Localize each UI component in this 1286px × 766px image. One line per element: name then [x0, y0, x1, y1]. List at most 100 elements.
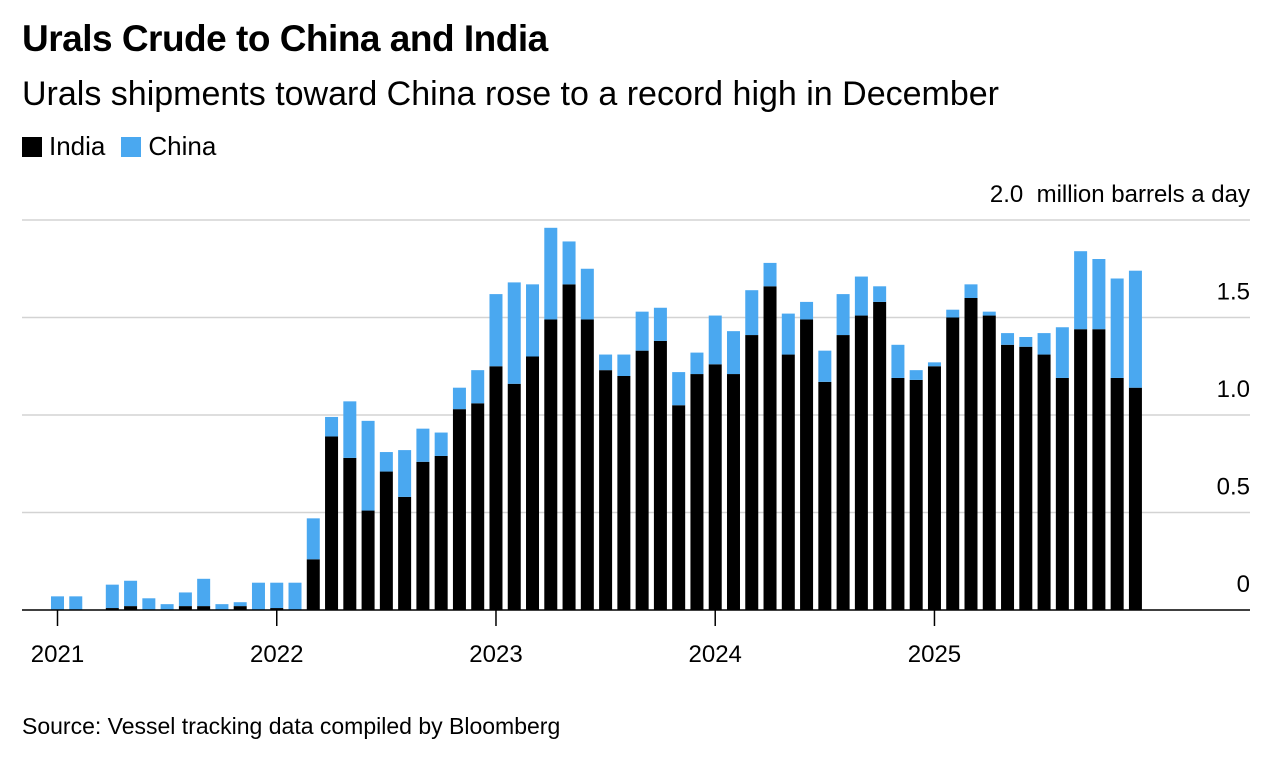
bar-china-2021-08 — [178, 592, 192, 607]
bar-india-2024-07 — [818, 381, 832, 610]
bar-india-2022-12 — [471, 403, 485, 610]
bar-china-2022-03 — [306, 518, 320, 560]
bar-china-2024-05 — [781, 313, 795, 355]
bar-china-2025-09 — [1074, 251, 1088, 330]
bar-china-2025-12 — [1128, 270, 1142, 388]
bar-india-2024-05 — [781, 354, 795, 610]
bar-china-2024-02 — [726, 331, 740, 375]
bar-china-2024-01 — [708, 315, 722, 365]
bar-india-2022-09 — [416, 461, 430, 610]
legend-item-india: India — [22, 131, 105, 162]
bar-china-2024-07 — [818, 350, 832, 382]
bar-china-2022-08 — [398, 450, 412, 497]
bar-india-2023-11 — [672, 405, 686, 610]
bar-india-2024-02 — [726, 374, 740, 610]
x-tick-label: 2021 — [31, 641, 84, 668]
bar-china-2025-10 — [1092, 259, 1106, 330]
x-axis-labels: 2021 2022 2023 2024 2025 — [31, 610, 961, 668]
x-tick-label: 2022 — [250, 641, 303, 668]
bar-india-2022-04 — [325, 436, 339, 610]
bar-china-2022-12 — [471, 370, 485, 404]
bar-india-2023-01 — [489, 366, 503, 610]
bar-india-2025-06 — [1019, 346, 1033, 610]
bar-china-2021-11 — [233, 602, 247, 607]
bar-china-2022-05 — [343, 401, 357, 458]
bar-india-2025-03 — [964, 298, 978, 610]
legend-label-china: China — [148, 131, 217, 161]
bar-china-2024-04 — [763, 262, 777, 287]
legend-swatch-india — [22, 136, 42, 157]
bar-china-2025-03 — [964, 284, 978, 298]
bar-india-2023-07 — [599, 370, 613, 610]
bar-india-2022-07 — [379, 471, 393, 610]
bar-china-2022-09 — [416, 428, 430, 462]
bar-china-2021-12 — [251, 582, 265, 610]
bar-china-2024-09 — [854, 276, 868, 316]
bar-china-2021-01 — [51, 596, 64, 610]
bar-india-2022-11 — [452, 409, 466, 610]
y-axis-labels: 0 0.5 1.0 1.5 2.0 million barrels a day — [990, 181, 1250, 598]
bar-india-2025-02 — [946, 317, 960, 610]
bar-india-2025-07 — [1037, 354, 1051, 610]
bar-china-2023-01 — [489, 294, 503, 367]
bar-india-2024-09 — [854, 315, 868, 610]
bar-india-2022-08 — [398, 496, 412, 610]
bar-india-2025-09 — [1074, 329, 1088, 610]
bar-group — [51, 227, 1142, 610]
bar-india-2024-01 — [708, 364, 722, 610]
bar-india-2023-10 — [653, 340, 667, 610]
bar-china-2022-01 — [270, 582, 284, 609]
bar-india-2025-11 — [1110, 377, 1124, 610]
bar-india-2025-08 — [1055, 377, 1069, 610]
bar-china-2025-11 — [1110, 278, 1124, 378]
bar-china-2022-10 — [434, 432, 448, 456]
bar-india-2024-06 — [800, 319, 814, 610]
bar-china-2023-11 — [672, 372, 686, 406]
bar-india-2024-04 — [763, 286, 777, 610]
legend: India China — [22, 131, 232, 162]
bar-china-2025-01 — [927, 362, 941, 367]
bar-china-2025-05 — [1001, 333, 1015, 345]
bar-china-2022-02 — [288, 582, 302, 610]
bar-china-2024-06 — [800, 301, 814, 320]
chart-subtitle: Urals shipments toward China rose to a r… — [22, 75, 1000, 113]
bar-china-2023-05 — [562, 241, 576, 285]
bar-india-2023-09 — [635, 350, 649, 610]
bar-india-2025-04 — [982, 315, 996, 610]
bar-india-2021-11 — [233, 606, 247, 610]
bar-india-2022-10 — [434, 455, 448, 610]
bar-india-2023-05 — [562, 284, 576, 610]
x-tick-label: 2025 — [908, 641, 961, 668]
y-tick-label-top: 2.0 million barrels a day — [990, 181, 1250, 208]
bar-china-2024-10 — [873, 286, 887, 302]
bar-india-2022-03 — [306, 559, 320, 610]
y-tick-label: 0 — [1237, 571, 1250, 598]
bar-china-2021-10 — [215, 604, 229, 610]
bar-china-2023-10 — [653, 307, 667, 341]
bar-china-2022-06 — [361, 420, 375, 511]
bar-india-2023-12 — [690, 374, 704, 610]
legend-item-china: China — [121, 131, 216, 162]
bar-india-2023-04 — [544, 319, 558, 610]
bar-china-2024-12 — [909, 370, 923, 380]
bar-china-2023-03 — [526, 284, 540, 357]
bar-india-2023-06 — [580, 319, 594, 610]
bar-india-2021-08 — [178, 606, 192, 610]
legend-label-india: India — [49, 131, 106, 161]
bar-india-2023-08 — [617, 376, 631, 610]
bar-india-2021-05 — [124, 606, 138, 610]
bar-china-2022-04 — [325, 416, 339, 437]
bar-china-2021-02 — [69, 596, 83, 610]
bar-india-2022-01 — [270, 608, 284, 610]
bar-china-2024-11 — [891, 344, 905, 378]
x-tick-label: 2023 — [469, 641, 522, 668]
bar-china-2023-04 — [544, 227, 558, 320]
bar-india-2023-03 — [526, 356, 540, 610]
bar-china-2023-12 — [690, 352, 704, 375]
bar-india-2023-02 — [507, 383, 521, 610]
chart-title: Urals Crude to China and India — [22, 18, 548, 59]
bar-india-2021-04 — [105, 608, 119, 610]
bar-india-2022-06 — [361, 510, 375, 610]
bar-china-2025-02 — [946, 309, 960, 318]
